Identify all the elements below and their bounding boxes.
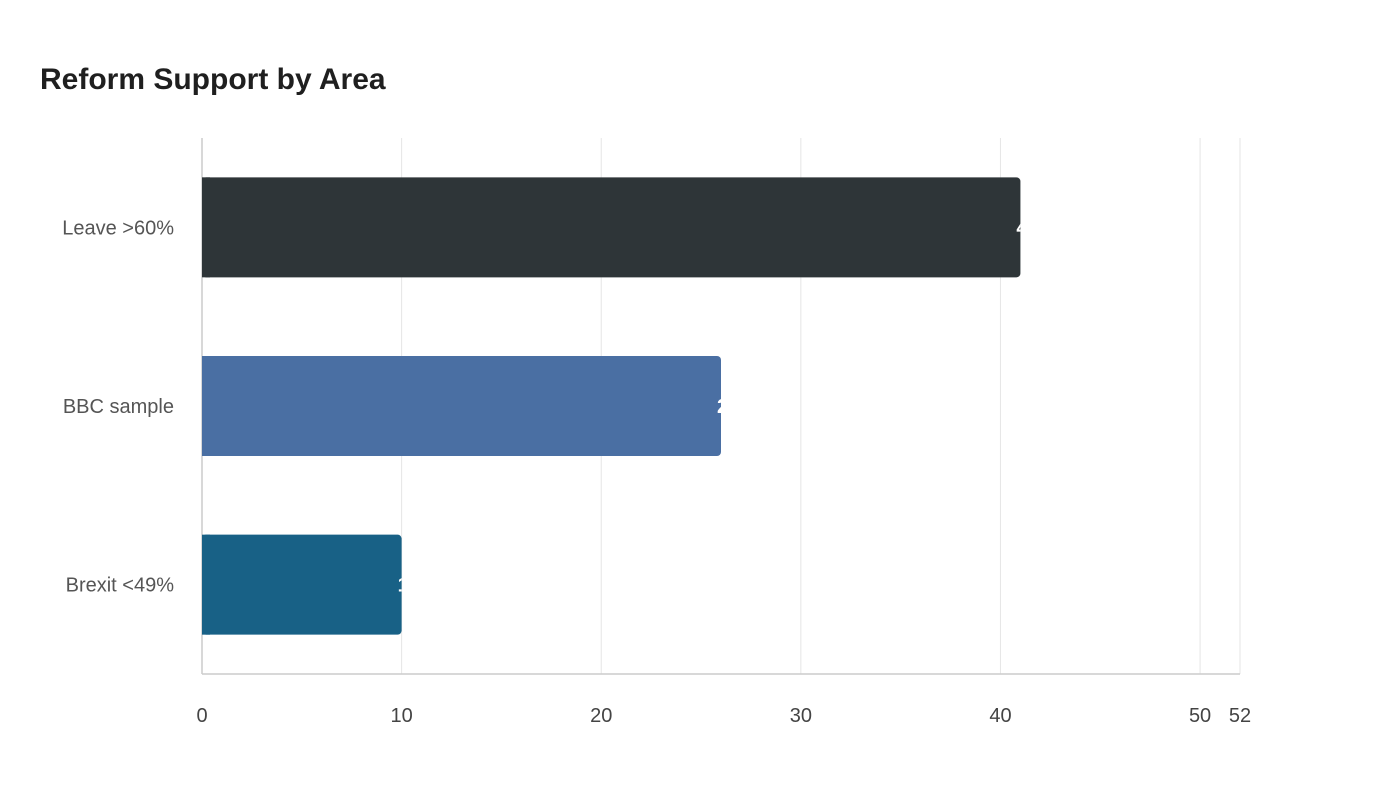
x-tick-label-5: 50 [1189,705,1211,727]
x-tick-label-6: 52 [1229,705,1251,727]
x-tick-label-2: 20 [590,705,612,727]
data-label-0: 41 [1016,217,1038,239]
category-label-1: BBC sample [63,396,174,418]
x-tick-label-0: 0 [196,705,207,727]
bar-1 [202,356,721,456]
bar-1-base [202,356,210,456]
category-label-2: Brexit <49% [66,575,175,597]
x-tick-labels: 0 10 20 30 40 50 52 [196,705,1251,727]
bar-2-base [202,534,210,635]
x-tick-label-4: 40 [989,705,1011,727]
bar-2 [202,534,402,635]
x-tick-label-1: 10 [390,705,412,727]
chart-title: Reform Support by Area [40,63,386,96]
bar-0 [202,177,1021,278]
x-tick-label-3: 30 [790,705,812,727]
bar-0-base [202,177,210,278]
bars: 41 26 10 [202,177,1038,635]
data-label-1: 26 [717,396,739,418]
category-labels: Leave >60% BBC sample Brexit <49% [62,217,174,596]
category-label-0: Leave >60% [62,217,174,239]
data-label-2: 10 [398,575,420,597]
